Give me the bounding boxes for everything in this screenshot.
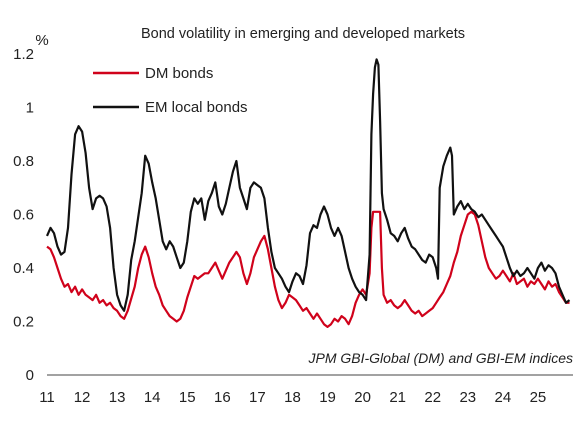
series-lines (45, 58, 571, 328)
x-tick-label: 15 (179, 389, 196, 406)
x-tick-label: 11 (39, 389, 55, 406)
x-tick-label: 19 (319, 389, 336, 406)
y-tick-label: 1 (26, 100, 34, 117)
source-note: JPM GBI-Global (DM) and GBI-EM indices (307, 350, 573, 366)
y-axis-ticks: 0 0.2 0.4 0.6 0.8 1 1.2 (13, 46, 34, 384)
legend-label-dm-bonds: DM bonds (145, 65, 213, 82)
x-axis-ticks: 11 12 13 14 15 16 17 18 19 20 21 22 23 24 25 (39, 389, 546, 406)
x-tick-label: 25 (530, 389, 547, 406)
legend-label-em-local-bonds: EM local bonds (145, 99, 248, 116)
legend: DM bonds EM local bonds (93, 65, 248, 116)
y-tick-label: 0 (26, 367, 34, 384)
x-tick-label: 20 (354, 389, 371, 406)
series-line-dm-bonds (46, 210, 570, 328)
y-tick-label: 0.4 (13, 260, 34, 277)
series-line-em-local-bonds (45, 58, 571, 312)
x-tick-label: 23 (459, 389, 476, 406)
x-tick-label: 21 (389, 389, 406, 406)
chart-title: Bond volatility in emerging and develope… (141, 26, 465, 42)
x-tick-label: 14 (144, 389, 161, 406)
x-tick-label: 24 (495, 389, 512, 406)
y-tick-label: 0.2 (13, 314, 34, 331)
x-tick-label: 13 (109, 389, 126, 406)
y-axis-unit: % (35, 32, 48, 49)
x-tick-label: 12 (74, 389, 91, 406)
y-tick-label: 0.6 (13, 207, 34, 224)
y-tick-label: 1.2 (13, 46, 34, 63)
x-tick-label: 17 (249, 389, 266, 406)
x-tick-label: 22 (424, 389, 441, 406)
x-tick-label: 16 (214, 389, 231, 406)
x-tick-label: 18 (284, 389, 301, 406)
y-tick-label: 0.8 (13, 153, 34, 170)
